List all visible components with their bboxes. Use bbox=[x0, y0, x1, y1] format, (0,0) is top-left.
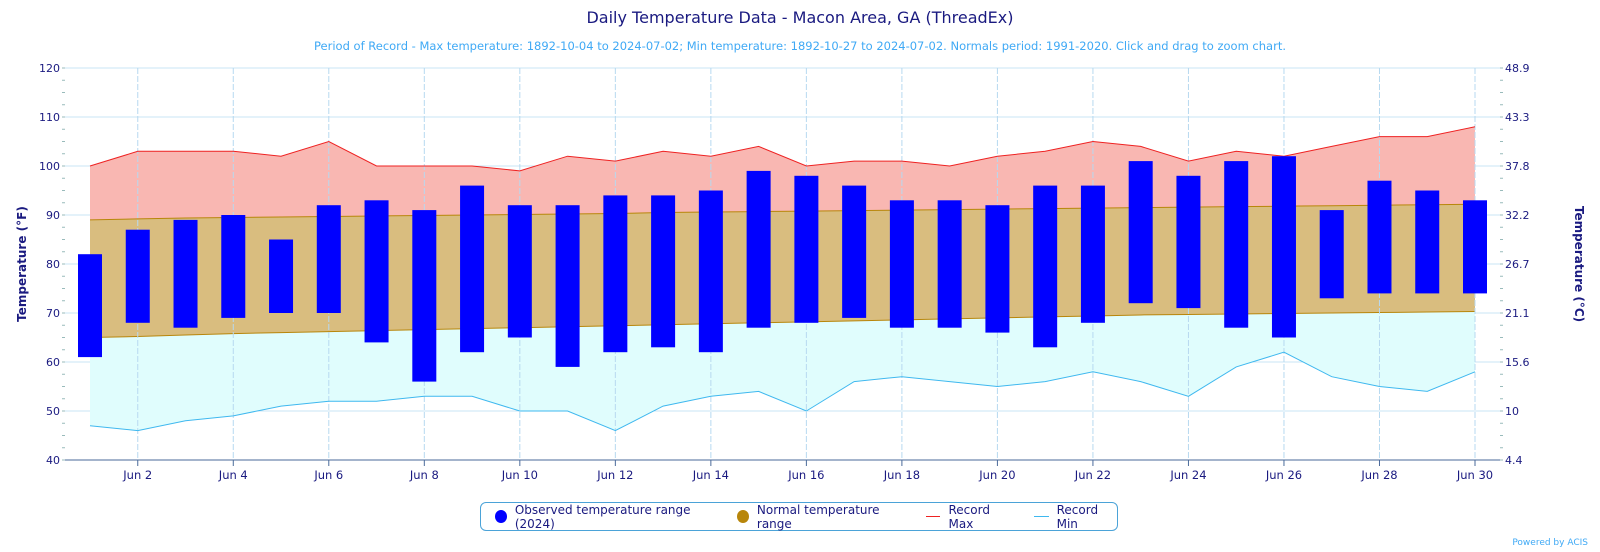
observed-bar bbox=[1367, 180, 1392, 294]
observed-bar bbox=[78, 254, 102, 358]
observed-bar bbox=[1033, 185, 1058, 348]
observed-bar bbox=[460, 185, 485, 353]
observed-bar bbox=[1415, 190, 1440, 294]
chart-subtitle: Period of Record - Max temperature: 1892… bbox=[314, 39, 1286, 53]
y-axis-title-left: Temperature (°F) bbox=[15, 206, 29, 322]
y-tick-label-right: 37.8 bbox=[1505, 160, 1530, 173]
y-tick-label-right: 26.7 bbox=[1505, 258, 1530, 271]
x-tick-label: Jun 6 bbox=[313, 468, 343, 482]
observed-bar bbox=[651, 195, 676, 348]
x-tick-label: Jun 4 bbox=[218, 468, 248, 482]
observed-bar bbox=[603, 195, 628, 353]
observed-bar bbox=[507, 205, 532, 338]
chart-title: Daily Temperature Data - Macon Area, GA … bbox=[586, 8, 1013, 27]
y-tick-label-right: 21.1 bbox=[1505, 307, 1530, 320]
y-tick-label-left: 120 bbox=[39, 62, 60, 75]
x-tick-label: Jun 30 bbox=[1456, 468, 1493, 482]
y-tick-label-left: 40 bbox=[46, 454, 60, 467]
observed-bar bbox=[985, 205, 1010, 333]
x-tick-label: Jun 8 bbox=[409, 468, 439, 482]
record-min-line bbox=[89, 351, 1476, 432]
observed-bar bbox=[412, 210, 437, 382]
y-tick-label-right: 43.3 bbox=[1505, 111, 1530, 124]
x-tick-label: Jun 24 bbox=[1169, 468, 1206, 482]
observed-bar bbox=[842, 185, 867, 318]
y-tick-label-right: 32.2 bbox=[1505, 209, 1530, 222]
observed-bar bbox=[1224, 161, 1249, 328]
x-tick-label: Jun 22 bbox=[1074, 468, 1111, 482]
x-tick-label: Jun 16 bbox=[787, 468, 824, 482]
x-tick-label: Jun 2 bbox=[122, 468, 152, 482]
record-max-line-icon bbox=[925, 516, 941, 517]
observed-bar bbox=[125, 229, 150, 323]
observed-bar bbox=[937, 200, 962, 328]
y-tick-label-left: 100 bbox=[39, 160, 60, 173]
legend: Observed temperature range (2024) Normal… bbox=[480, 502, 1118, 531]
y-tick-label-left: 70 bbox=[46, 307, 60, 320]
observed-range-dot-icon bbox=[495, 510, 507, 523]
y-tick-label-right: 48.9 bbox=[1505, 62, 1530, 75]
y-tick-label-left: 80 bbox=[46, 258, 60, 271]
observed-bar bbox=[1080, 185, 1105, 323]
observed-bar bbox=[269, 239, 294, 313]
record-min-line-icon bbox=[1034, 516, 1049, 517]
y-tick-label-left: 90 bbox=[46, 209, 60, 222]
y-tick-label-right: 4.4 bbox=[1505, 454, 1523, 467]
legend-label-normal: Normal temperature range bbox=[756, 502, 880, 531]
y-tick-label-left: 60 bbox=[46, 356, 60, 369]
y-tick-label-right: 15.6 bbox=[1505, 356, 1530, 369]
record-max-line bbox=[89, 126, 1476, 172]
observed-bar bbox=[698, 190, 723, 353]
legend-item-record-max[interactable]: Record Max bbox=[925, 502, 1012, 531]
observed-bar bbox=[173, 219, 198, 328]
legend-item-record-min[interactable]: Record Min bbox=[1034, 503, 1117, 531]
observed-bar bbox=[1271, 156, 1296, 338]
y-axis-title-right: Temperature (°C) bbox=[1572, 206, 1586, 322]
x-tick-label: Jun 18 bbox=[883, 468, 920, 482]
plot-area[interactable]: 40 4.4 50 10 60 15.6 70 21.1 80 26.7 90 32.2 100 37.8… bbox=[39, 62, 1530, 482]
x-tick-label: Jun 28 bbox=[1360, 468, 1397, 482]
x-tick-label: Jun 26 bbox=[1265, 468, 1302, 482]
observed-bar bbox=[1176, 175, 1201, 309]
x-tick-label: Jun 12 bbox=[596, 468, 633, 482]
x-tick-label: Jun 14 bbox=[692, 468, 729, 482]
legend-label-record-max: Record Max bbox=[948, 502, 990, 531]
normal-range-dot-icon bbox=[737, 510, 749, 523]
credit-link[interactable]: Powered by ACIS bbox=[1512, 538, 1588, 548]
legend-item-observed[interactable]: Observed temperature range (2024) bbox=[495, 503, 715, 531]
x-tick-label: Jun 20 bbox=[978, 468, 1015, 482]
observed-bar bbox=[221, 215, 246, 318]
observed-bar bbox=[316, 205, 341, 313]
y-tick-label-left: 110 bbox=[39, 111, 60, 124]
observed-bar bbox=[364, 200, 389, 343]
observed-bar bbox=[1463, 200, 1487, 294]
observed-bar bbox=[794, 175, 819, 323]
observed-bar bbox=[555, 205, 580, 367]
legend-item-normal[interactable]: Normal temperature range bbox=[737, 503, 904, 531]
observed-bar bbox=[889, 200, 914, 328]
y-tick-label-left: 50 bbox=[46, 405, 60, 418]
observed-bar bbox=[1319, 210, 1344, 299]
legend-label-record-min: Record Min bbox=[1056, 502, 1099, 531]
x-tick-label: Jun 10 bbox=[501, 468, 538, 482]
y-tick-label-right: 10 bbox=[1505, 405, 1519, 418]
observed-bar bbox=[1128, 161, 1153, 304]
legend-label-observed: Observed temperature range (2024) bbox=[514, 502, 691, 531]
observed-bar bbox=[746, 170, 771, 328]
